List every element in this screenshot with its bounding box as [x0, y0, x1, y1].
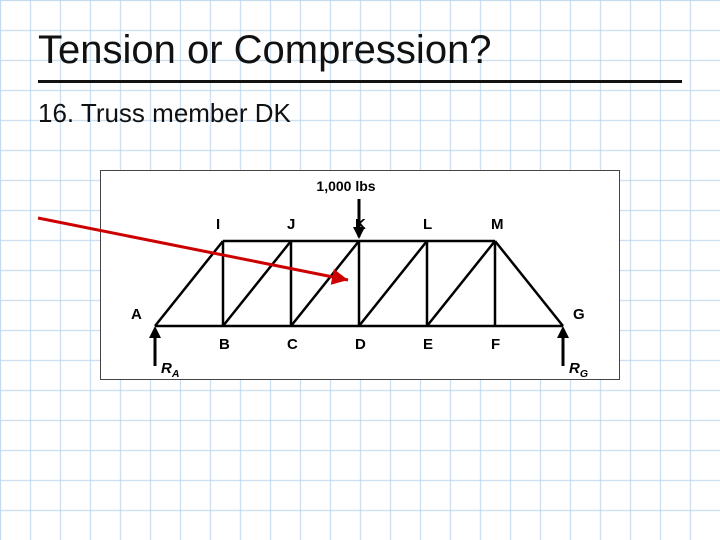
truss-member-AI — [155, 241, 223, 326]
reaction-RG-label: RG — [569, 360, 588, 380]
node-label-I: I — [216, 216, 220, 233]
node-label-B: B — [219, 336, 230, 353]
node-label-A: A — [131, 306, 142, 323]
truss-member-CK — [291, 241, 359, 326]
node-label-D: D — [355, 336, 366, 353]
load-arrow-head — [353, 227, 365, 239]
node-label-E: E — [423, 336, 433, 353]
slide-page: Tension or Compression? 16. Truss member… — [0, 0, 720, 540]
truss-member-DL — [359, 241, 427, 326]
node-label-F: F — [491, 336, 500, 353]
reaction-RA-head — [149, 326, 161, 338]
load-label: 1,000 lbs — [316, 178, 375, 194]
truss-member-EM — [427, 241, 495, 326]
reaction-RA-label: RA — [161, 360, 179, 380]
question-text: 16. Truss member DK — [38, 98, 291, 129]
node-label-J: J — [287, 216, 295, 233]
node-label-C: C — [287, 336, 298, 353]
truss-figure: ABCDEFGIJKLM1,000 lbsRARG — [100, 170, 620, 380]
node-label-G: G — [573, 306, 585, 323]
node-label-L: L — [423, 216, 432, 233]
page-title: Tension or Compression? — [38, 28, 492, 73]
truss-member-BJ — [223, 241, 291, 326]
title-underline — [38, 80, 682, 83]
node-label-M: M — [491, 216, 504, 233]
truss-svg: ABCDEFGIJKLM1,000 lbsRARG — [101, 171, 621, 381]
truss-member-MG — [495, 241, 563, 326]
reaction-RG-head — [557, 326, 569, 338]
